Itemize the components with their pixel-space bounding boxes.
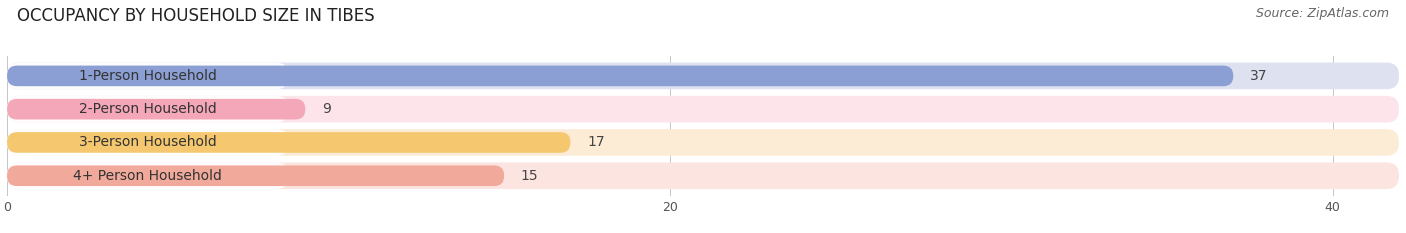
Text: 1-Person Household: 1-Person Household (79, 69, 217, 83)
FancyBboxPatch shape (7, 129, 1399, 156)
Text: 4+ Person Household: 4+ Person Household (73, 169, 222, 183)
FancyBboxPatch shape (7, 162, 1399, 189)
Text: OCCUPANCY BY HOUSEHOLD SIZE IN TIBES: OCCUPANCY BY HOUSEHOLD SIZE IN TIBES (17, 7, 374, 25)
FancyBboxPatch shape (7, 132, 571, 153)
FancyBboxPatch shape (7, 63, 1399, 89)
FancyBboxPatch shape (7, 63, 288, 89)
FancyBboxPatch shape (7, 96, 1399, 123)
Text: 9: 9 (322, 102, 330, 116)
Text: 17: 17 (588, 135, 605, 149)
FancyBboxPatch shape (7, 162, 288, 189)
Text: 2-Person Household: 2-Person Household (79, 102, 217, 116)
FancyBboxPatch shape (7, 96, 288, 123)
FancyBboxPatch shape (7, 165, 505, 186)
Text: 3-Person Household: 3-Person Household (79, 135, 217, 149)
FancyBboxPatch shape (7, 99, 305, 120)
FancyBboxPatch shape (7, 65, 1233, 86)
Text: Source: ZipAtlas.com: Source: ZipAtlas.com (1256, 7, 1389, 20)
FancyBboxPatch shape (7, 129, 288, 156)
Text: 37: 37 (1250, 69, 1267, 83)
Text: 15: 15 (520, 169, 538, 183)
